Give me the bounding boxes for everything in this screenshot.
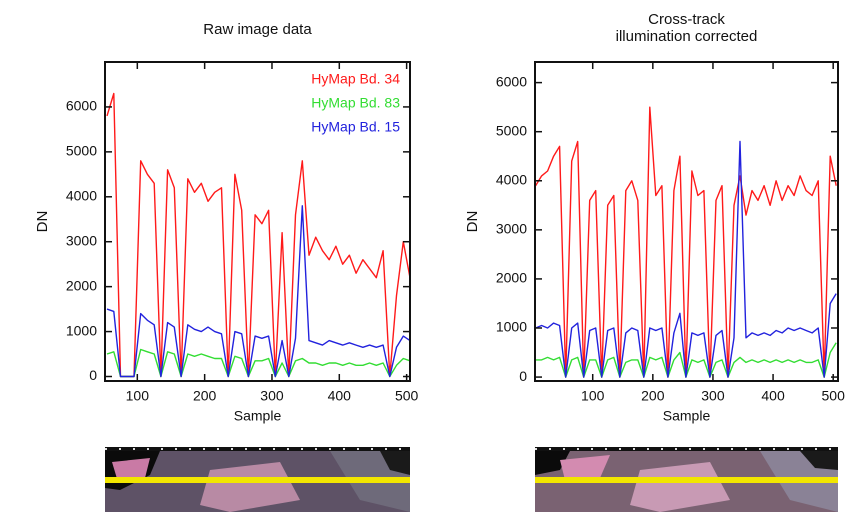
strip-ruler <box>535 447 838 451</box>
x-tick-label: 200 <box>641 388 665 404</box>
x-axis-label: Sample <box>663 408 711 424</box>
y-tick-label: 2000 <box>496 270 527 286</box>
strip-region <box>200 462 300 512</box>
series-line <box>535 106 837 378</box>
y-axis-label: DN <box>464 211 481 233</box>
x-tick-label: 400 <box>328 388 352 404</box>
profile-line <box>105 477 410 483</box>
chart-title: Raw image data <box>203 21 312 38</box>
x-axis-label: Sample <box>234 408 282 424</box>
x-tick-label: 100 <box>126 388 150 404</box>
y-tick-label: 3000 <box>66 232 97 248</box>
y-tick-label: 1000 <box>66 322 97 338</box>
strip-region <box>380 451 410 475</box>
chart-title: Cross-track <box>648 11 725 28</box>
x-tick-label: 100 <box>581 388 605 404</box>
x-tick-label: 300 <box>701 388 725 404</box>
y-tick-label: 0 <box>519 368 527 384</box>
x-tick-label: 400 <box>761 388 785 404</box>
strip-region <box>112 458 150 482</box>
x-tick-label: 200 <box>193 388 217 404</box>
profile-line <box>535 477 838 483</box>
y-axis-label: DN <box>34 211 51 233</box>
legend-entry: HyMap Bd. 34 <box>311 71 400 87</box>
y-tick-label: 4000 <box>496 171 527 187</box>
plot-frame <box>104 61 411 382</box>
y-tick-label: 2000 <box>66 277 97 293</box>
y-tick-label: 4000 <box>66 187 97 203</box>
series-line <box>106 348 411 378</box>
series-line <box>106 92 411 378</box>
strip-ruler <box>105 447 410 451</box>
y-tick-label: 0 <box>89 367 97 383</box>
x-tick-label: 300 <box>260 388 284 404</box>
y-tick-label: 1000 <box>496 319 527 335</box>
strip-region <box>560 455 610 480</box>
y-tick-label: 5000 <box>496 122 527 138</box>
image-strip-left <box>105 447 410 512</box>
strip-region <box>800 451 838 470</box>
legend-entry: HyMap Bd. 15 <box>311 119 400 135</box>
legend-entry: HyMap Bd. 83 <box>311 95 400 111</box>
plot-frame <box>534 61 839 382</box>
series-line <box>106 205 411 378</box>
chart-title: illumination corrected <box>616 28 758 45</box>
y-tick-label: 5000 <box>66 143 97 159</box>
x-tick-label: 500 <box>395 388 419 404</box>
series-line <box>535 140 837 378</box>
y-tick-label: 6000 <box>66 98 97 114</box>
y-tick-label: 3000 <box>496 221 527 237</box>
x-tick-label: 500 <box>822 388 846 404</box>
strip-region <box>535 451 570 475</box>
y-tick-label: 6000 <box>496 73 527 89</box>
image-strip-right <box>535 447 838 512</box>
strip-region <box>630 462 730 512</box>
